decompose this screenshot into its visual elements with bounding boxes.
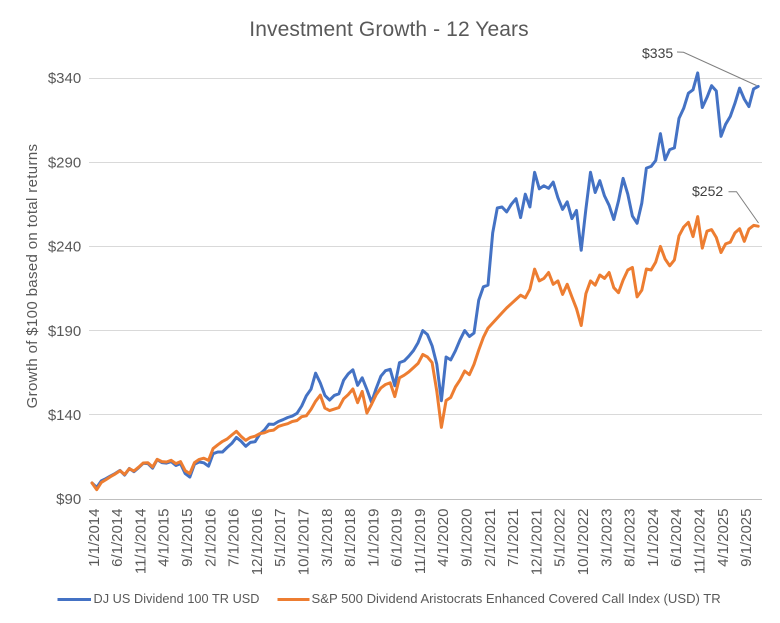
svg-text:1/1/2019: 1/1/2019 <box>365 509 382 567</box>
svg-text:$290: $290 <box>48 154 81 171</box>
svg-text:S&P 500 Dividend Aristocrats E: S&P 500 Dividend Aristocrats Enhanced Co… <box>312 591 721 606</box>
svg-text:8/1/2018: 8/1/2018 <box>342 509 359 567</box>
svg-text:2/1/2021: 2/1/2021 <box>482 509 499 567</box>
svg-text:2/1/2016: 2/1/2016 <box>202 509 219 567</box>
svg-text:8/1/2023: 8/1/2023 <box>622 509 639 567</box>
svg-text:6/1/2024: 6/1/2024 <box>668 509 685 567</box>
svg-text:6/1/2019: 6/1/2019 <box>389 509 406 567</box>
svg-text:12/1/2021: 12/1/2021 <box>528 509 545 576</box>
svg-text:1/1/2024: 1/1/2024 <box>645 509 662 567</box>
svg-text:$190: $190 <box>48 323 81 340</box>
svg-text:11/1/2014: 11/1/2014 <box>132 509 149 575</box>
svg-text:$140: $140 <box>48 407 81 424</box>
svg-text:1/1/2014: 1/1/2014 <box>86 509 103 567</box>
svg-text:3/1/2018: 3/1/2018 <box>319 509 336 567</box>
svg-text:4/1/2015: 4/1/2015 <box>156 509 173 567</box>
svg-text:3/1/2023: 3/1/2023 <box>598 509 615 567</box>
svg-text:5/1/2022: 5/1/2022 <box>552 509 569 567</box>
svg-text:12/1/2016: 12/1/2016 <box>249 509 266 576</box>
svg-text:11/1/2024: 11/1/2024 <box>692 509 709 575</box>
svg-text:$240: $240 <box>48 239 81 256</box>
svg-text:Investment Growth - 12 Years: Investment Growth - 12 Years <box>249 18 528 41</box>
svg-text:4/1/2020: 4/1/2020 <box>435 509 452 567</box>
svg-text:11/1/2019: 11/1/2019 <box>412 509 429 575</box>
svg-text:9/1/2015: 9/1/2015 <box>179 509 196 567</box>
svg-text:Growth of $100 based on total: Growth of $100 based on total returns <box>24 144 41 409</box>
svg-text:9/1/2020: 9/1/2020 <box>459 509 476 567</box>
svg-text:$252: $252 <box>692 183 723 199</box>
svg-text:$340: $340 <box>48 70 81 87</box>
svg-text:5/1/2017: 5/1/2017 <box>272 509 289 567</box>
svg-text:10/1/2022: 10/1/2022 <box>575 509 592 576</box>
svg-text:9/1/2025: 9/1/2025 <box>738 509 755 567</box>
svg-text:7/1/2021: 7/1/2021 <box>505 508 522 566</box>
svg-text:DJ US Dividend 100 TR USD: DJ US Dividend 100 TR USD <box>94 592 260 606</box>
svg-text:4/1/2025: 4/1/2025 <box>715 509 732 567</box>
svg-text:7/1/2016: 7/1/2016 <box>226 509 243 567</box>
svg-text:6/1/2014: 6/1/2014 <box>109 509 126 567</box>
svg-text:10/1/2017: 10/1/2017 <box>296 509 313 576</box>
svg-text:$90: $90 <box>56 491 81 508</box>
svg-text:$335: $335 <box>642 45 673 61</box>
